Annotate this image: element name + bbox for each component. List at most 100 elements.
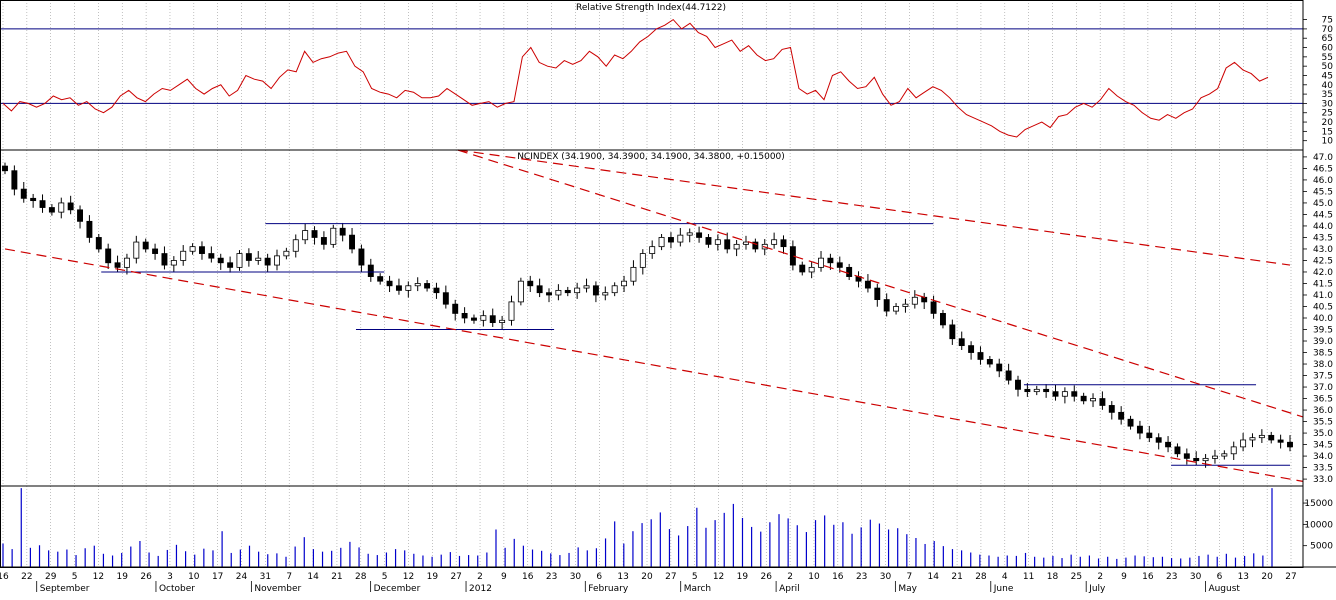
y-tick-label: 10000: [1304, 520, 1333, 530]
candle-body: [1287, 441, 1293, 448]
candle-body: [968, 345, 975, 353]
y-tick-label: 44.5: [1313, 210, 1333, 220]
x-tick-label: 19: [737, 572, 749, 582]
x-tick-label: 17: [212, 572, 223, 582]
y-tick-label: 37.5: [1313, 372, 1333, 382]
x-tick-label: 12: [93, 572, 104, 582]
candle-body: [902, 303, 909, 307]
candle-body: [921, 296, 928, 303]
x-tick-label: 7: [286, 572, 292, 582]
candle-body: [724, 239, 731, 250]
y-tick-label: 15000: [1304, 499, 1333, 509]
candle-body: [152, 248, 159, 254]
candle-body: [283, 250, 290, 257]
candle-body: [771, 239, 778, 245]
candle-body: [358, 248, 365, 266]
candle-body: [349, 234, 356, 250]
y-tick-label: 42.0: [1313, 268, 1333, 278]
candle-body: [442, 292, 449, 305]
y-tick-label: 39.5: [1313, 326, 1333, 336]
candle-body: [1155, 437, 1162, 443]
candle-body: [658, 237, 665, 248]
x-month-label: August: [1208, 584, 1240, 594]
candle-body: [639, 253, 646, 268]
candle-body: [1165, 441, 1172, 448]
axes: 16 22 29 5 12 19 26 3 10 17 24 31 7 14 21 28 5 12 19 27 2 9 16…: [0, 16, 1333, 594]
x-month-label: 2012: [469, 584, 492, 594]
y-tick-label: 35.5: [1313, 418, 1333, 428]
candle-body: [649, 246, 656, 254]
candle-body: [893, 306, 900, 312]
candle-body: [714, 239, 721, 245]
candle-body: [95, 237, 102, 250]
x-tick-label: 2: [787, 572, 793, 582]
x-tick-label: 26: [761, 572, 773, 582]
candle-body: [996, 363, 1003, 372]
candle-body: [1146, 432, 1153, 439]
candle-body: [1277, 439, 1284, 443]
candle-body: [1052, 391, 1059, 397]
x-tick-label: 27: [665, 572, 676, 582]
candle-body: [199, 246, 205, 254]
y-tick-label: 45.5: [1313, 187, 1333, 197]
candle-body: [1090, 398, 1096, 402]
candle-body: [1212, 455, 1218, 459]
x-tick-label: 26: [140, 572, 152, 582]
x-tick-label: 12: [713, 572, 724, 582]
price-panel: NCINDEX (34.1900, 34.3900, 34.1900, 34.3…: [2, 149, 1304, 482]
x-tick-label: 25: [1071, 572, 1082, 582]
x-tick-label: 10: [188, 572, 200, 582]
candle-body: [808, 266, 815, 273]
candle-body: [133, 241, 140, 259]
x-tick-label: 14: [927, 572, 939, 582]
y-tick-label: 47.0: [1313, 153, 1333, 163]
candle-body: [743, 241, 749, 245]
rsi-panel: Relative Strength Index(44.7122): [0, 3, 1303, 138]
x-tick-label: 24: [236, 572, 248, 582]
candle-body: [1033, 388, 1040, 393]
candle-body: [818, 257, 824, 268]
x-tick-label: 16: [0, 572, 9, 582]
candle-body: [424, 283, 431, 289]
candle-body: [752, 241, 759, 250]
candle-body: [1258, 434, 1265, 439]
y-tick-label: 33.0: [1313, 475, 1333, 485]
y-tick-label: 50: [1322, 62, 1334, 72]
y-tick-label: 30: [1322, 99, 1334, 109]
candle-body: [395, 285, 402, 291]
x-month-label: June: [993, 584, 1014, 594]
candle-body: [1005, 370, 1012, 381]
x-month-label: February: [588, 584, 629, 594]
candle-body: [170, 260, 177, 266]
candle-body: [58, 202, 65, 213]
candle-body: [827, 257, 834, 264]
candle-body: [939, 312, 946, 326]
candle-body: [555, 289, 562, 296]
x-tick-label: 28: [975, 572, 987, 582]
x-tick-label: 23: [856, 572, 867, 582]
y-tick-label: 46.5: [1313, 164, 1333, 174]
candle-body: [39, 200, 46, 208]
candle-body: [621, 280, 628, 287]
candle-body: [864, 280, 871, 289]
y-tick-label: 40: [1322, 81, 1334, 91]
candle-body: [499, 319, 506, 324]
candle-body: [320, 237, 327, 245]
y-tick-label: 42.5: [1313, 256, 1333, 266]
candle-body: [489, 315, 496, 324]
candle-body: [1099, 398, 1106, 406]
x-tick-label: 18: [1047, 572, 1059, 582]
candle-body: [330, 227, 337, 245]
y-tick-label: 25: [1322, 109, 1333, 119]
y-tick-label: 34.5: [1313, 441, 1333, 451]
y-tick-label: 5000: [1310, 542, 1333, 552]
x-tick-label: 27: [1285, 572, 1296, 582]
candle-body: [1240, 439, 1247, 448]
candle-body: [161, 253, 168, 266]
candle-body: [386, 280, 393, 287]
x-tick-label: 14: [307, 572, 319, 582]
candle-body: [836, 262, 843, 268]
x-tick-label: 30: [570, 572, 582, 582]
x-tick-label: 7: [907, 572, 913, 582]
candle-body: [227, 262, 234, 268]
